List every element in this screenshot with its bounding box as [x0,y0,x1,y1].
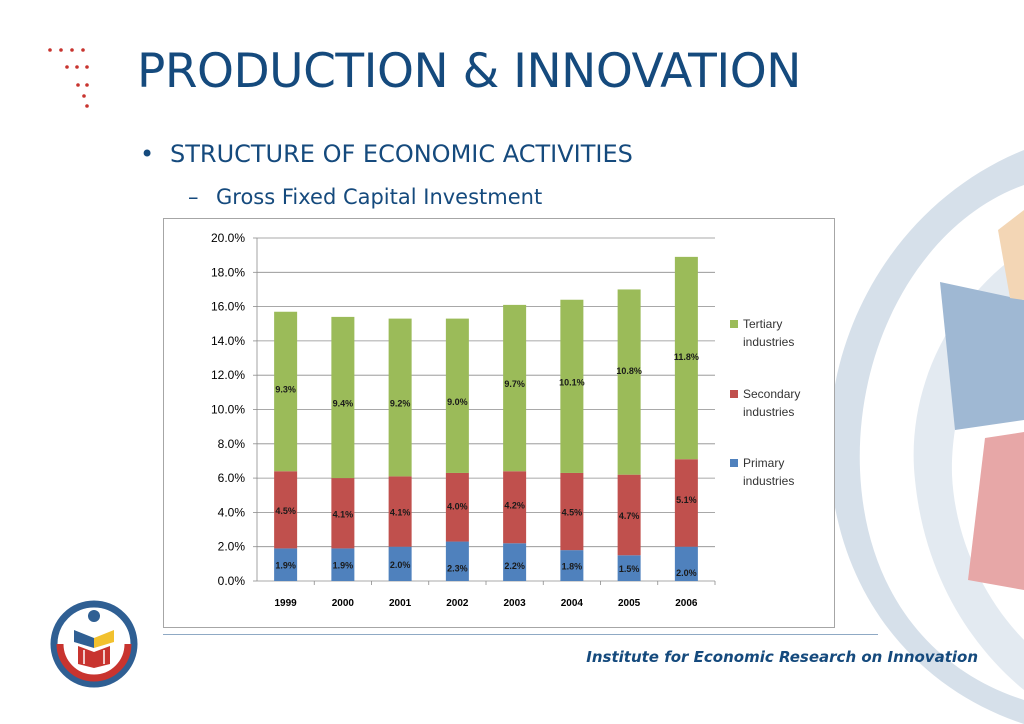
sub-bullet-marker: – [188,185,199,209]
data-label: 9.4% [333,398,354,408]
bar-segment [560,472,584,551]
bar-segment [331,478,355,549]
data-label: 4.5% [275,506,296,516]
bar-segment [274,311,298,472]
legend-swatch [730,459,738,467]
data-label: 2.0% [676,568,697,578]
bar-segment [560,550,584,581]
legend-label: industries [743,474,794,488]
data-label: 10.1% [559,377,585,387]
legend-label: industries [743,405,794,419]
institute-logo [50,600,138,688]
bar-segment [560,299,584,473]
x-tick-label: 2002 [446,598,469,609]
bar-segment [617,474,641,556]
bullet-item: • STRUCTURE OF ECONOMIC ACTIVITIES [140,140,633,168]
legend-label: Secondary [743,387,800,401]
data-label: 1.5% [619,564,640,574]
data-label: 9.3% [275,384,296,394]
data-label: 4.5% [562,508,583,518]
y-tick-label: 4.0% [218,505,246,519]
data-label: 1.9% [333,561,354,571]
footer-institute-name: Institute for Economic Research on Innov… [586,648,978,666]
data-label: 2.3% [447,563,468,573]
bar-segment [674,256,698,460]
data-label: 9.7% [504,379,525,389]
bullet-marker: • [140,140,155,168]
bar-segment [388,318,412,477]
footer-divider [163,634,878,635]
data-label: 4.0% [447,501,468,511]
legend-swatch [730,320,738,328]
x-tick-label: 2000 [332,598,355,609]
bar-segment [388,546,412,581]
sub-bullet-item: – Gross Fixed Capital Investment [188,185,542,209]
x-tick-label: 2004 [561,598,584,609]
data-label: 9.0% [447,397,468,407]
bar-segment [503,304,527,472]
legend-label: Tertiary [743,317,782,331]
bar-segment [274,471,298,549]
y-tick-label: 20.0% [211,231,245,245]
x-tick-label: 2001 [389,598,412,609]
data-label: 4.1% [333,509,354,519]
y-tick-label: 8.0% [218,437,246,451]
bar-segment [445,318,469,473]
bar-segment [445,472,469,542]
data-label: 4.7% [619,511,640,521]
y-tick-label: 14.0% [211,334,245,348]
bar-segment [617,289,641,475]
legend-label: Primary [743,456,784,470]
x-tick-label: 2006 [675,598,698,609]
y-tick-label: 10.0% [211,403,245,417]
bar-segment [331,548,355,581]
x-tick-label: 2003 [504,598,527,609]
y-tick-label: 2.0% [218,540,246,554]
dot-pattern-decoration [48,48,89,108]
data-label: 9.2% [390,398,411,408]
bar-segment [331,316,355,479]
bar-segment [674,546,698,581]
bar-segment [617,555,641,581]
y-tick-label: 0.0% [218,574,246,588]
page-title: PRODUCTION & INNOVATION [137,44,801,99]
bar-segment [503,471,527,544]
sub-bullet-text: Gross Fixed Capital Investment [216,185,543,209]
data-label: 2.0% [390,560,411,570]
legend-swatch [730,390,738,398]
data-label: 1.8% [562,562,583,572]
data-label: 10.8% [616,366,642,376]
data-label: 2.2% [504,561,525,571]
bar-segment [674,459,698,547]
x-tick-label: 2005 [618,598,641,609]
bar-segment [445,541,469,581]
y-tick-label: 16.0% [211,300,245,314]
legend-label: industries [743,335,794,349]
data-label: 5.1% [676,495,697,505]
data-label: 4.1% [390,508,411,518]
data-label: 4.2% [504,500,525,510]
data-label: 1.9% [275,561,296,571]
bar-segment [274,548,298,581]
stacked-bar-chart: 0.0% 2.0% 4.0% 6.0% 8.0% 10.0% 12.0% 14.0% 16.0%… [211,231,800,609]
bullet-text: STRUCTURE OF ECONOMIC ACTIVITIES [170,140,633,168]
y-tick-label: 18.0% [211,265,245,279]
y-tick-label: 12.0% [211,368,245,382]
bar-segment [388,476,412,547]
x-tick-label: 1999 [275,598,298,609]
data-label: 11.8% [674,352,699,362]
chart-container: 0.0% 2.0% 4.0% 6.0% 8.0% 10.0% 12.0% 14.0% 16.0%… [163,218,835,628]
bar-segment [503,543,527,581]
y-tick-label: 6.0% [218,471,246,485]
